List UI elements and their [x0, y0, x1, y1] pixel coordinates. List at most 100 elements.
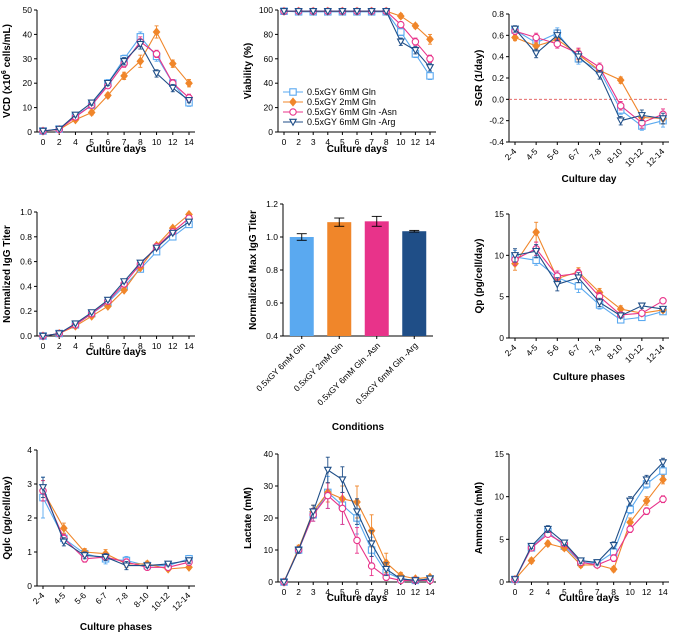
y-tick-label: 0 [268, 577, 273, 587]
data-point-arg [625, 497, 635, 506]
data-point-arg [510, 576, 520, 584]
x-tick-label: 2 [296, 137, 301, 147]
series-line-asn [514, 498, 664, 580]
data-point-arg [119, 57, 129, 66]
data-point-g2 [532, 227, 540, 237]
series-line-arg [42, 43, 190, 132]
y-tick-label: 0.2 [492, 73, 504, 83]
x-axis-label: Culture days [559, 593, 620, 604]
data-point-g2 [659, 475, 667, 485]
x-axis-label: Culture days [86, 347, 147, 358]
y-tick-label: 100 [259, 5, 273, 15]
y-label-superscript: 6 [1, 70, 8, 74]
x-tick-label: 12-14 [170, 590, 193, 613]
data-point-arg [642, 476, 651, 484]
y-tick-label: 50 [23, 5, 33, 15]
x-tick-label: 0 [282, 587, 287, 597]
data-point-arg [152, 244, 161, 253]
x-tick-label: 8-10 [605, 146, 624, 165]
series-line-g6 [42, 223, 190, 337]
x-tick-label: 10 [152, 341, 162, 351]
legend-marker-g2 [289, 97, 297, 107]
y-axis-label: Normalized Max IgG Titer [248, 210, 259, 330]
data-point-arg [553, 281, 562, 289]
x-tick-label: 14 [184, 341, 194, 351]
y-tick-label: 0.2 [20, 306, 32, 316]
data-point-g2 [168, 59, 177, 69]
data-point-g2 [527, 556, 536, 566]
data-point-arg [543, 525, 553, 534]
x-axis-label: Culture phases [553, 372, 626, 383]
series-arg [279, 7, 435, 72]
data-point-arg [560, 539, 569, 548]
y-tick-label: 3 [27, 479, 32, 489]
y-tick-label: 0.6 [492, 30, 504, 40]
x-tick-label: 5 [89, 137, 94, 147]
x-tick-label: 6 [355, 587, 360, 597]
x-tick-label: 7-8 [587, 146, 603, 162]
y-tick-label: 1 [27, 547, 32, 557]
x-tick-label: 0 [513, 587, 518, 597]
data-point-g2 [104, 90, 112, 100]
x-tick-label: 5 [340, 587, 345, 597]
y-tick-label: 0.0 [20, 331, 32, 341]
x-tick-label: 7 [595, 587, 600, 597]
data-point-arg [71, 320, 80, 328]
data-point-asn [324, 491, 332, 500]
data-point-arg [367, 7, 376, 16]
x-tick-label: 8 [384, 587, 389, 597]
data-point-g2 [544, 539, 552, 549]
data-point-g2 [60, 523, 68, 533]
data-point-arg [595, 299, 604, 307]
y-tick-label: -0.4 [489, 137, 504, 147]
series-line-asn [284, 10, 431, 60]
data-point-g6 [659, 467, 667, 475]
x-tick-label: 12 [642, 587, 652, 597]
y-tick-label: 80 [264, 29, 274, 39]
x-tick-label: 4 [325, 137, 330, 147]
y-tick-label: 1.0 [20, 207, 32, 217]
data-point-g2 [616, 75, 625, 85]
data-point-arg [411, 577, 420, 585]
series-asn [280, 7, 434, 63]
series-asn [511, 27, 667, 129]
y-tick-label: 0.8 [266, 265, 278, 275]
data-point-asn [426, 55, 434, 63]
data-point-asn [353, 536, 361, 545]
y-tick-label: 10 [264, 545, 274, 555]
y-axis-label: VCD (x106 cells/mL) [1, 24, 13, 118]
data-point-arg [55, 125, 64, 134]
x-tick-label: 5 [89, 341, 94, 351]
data-point-arg [658, 115, 668, 123]
data-point-g2 [609, 564, 618, 574]
data-point-arg [59, 538, 68, 547]
data-point-arg [38, 332, 48, 341]
series-line-arg [514, 462, 664, 580]
x-tick-label: 0 [41, 341, 46, 351]
data-point-arg [532, 247, 541, 256]
x-tick-label: 8 [138, 341, 143, 351]
data-point-g6 [426, 72, 434, 80]
data-point-asn [609, 554, 618, 562]
series-arg [38, 38, 194, 136]
data-point-arg [658, 305, 668, 314]
data-point-g6 [397, 28, 405, 36]
legend-label: 0.5xGY 2mM Gln [307, 97, 376, 107]
y-tick-label: 40 [23, 29, 33, 39]
y-axis-label: SGR (1/day) [474, 50, 485, 107]
x-tick-label: 8-10 [605, 342, 624, 361]
y-tick-label: 5 [499, 292, 504, 302]
y-tick-label: 10 [23, 103, 33, 113]
data-point-arg [55, 330, 64, 338]
bar-arg [402, 231, 427, 336]
x-tick-label: 7 [122, 137, 127, 147]
series-line-arg [42, 487, 190, 567]
x-tick-label: 12 [168, 137, 178, 147]
series-line-asn [42, 217, 190, 337]
y-tick-label: 10 [495, 492, 505, 502]
series-line-g2 [42, 30, 190, 132]
y-tick-label: 20 [23, 78, 33, 88]
x-tick-label: 8 [611, 587, 616, 597]
